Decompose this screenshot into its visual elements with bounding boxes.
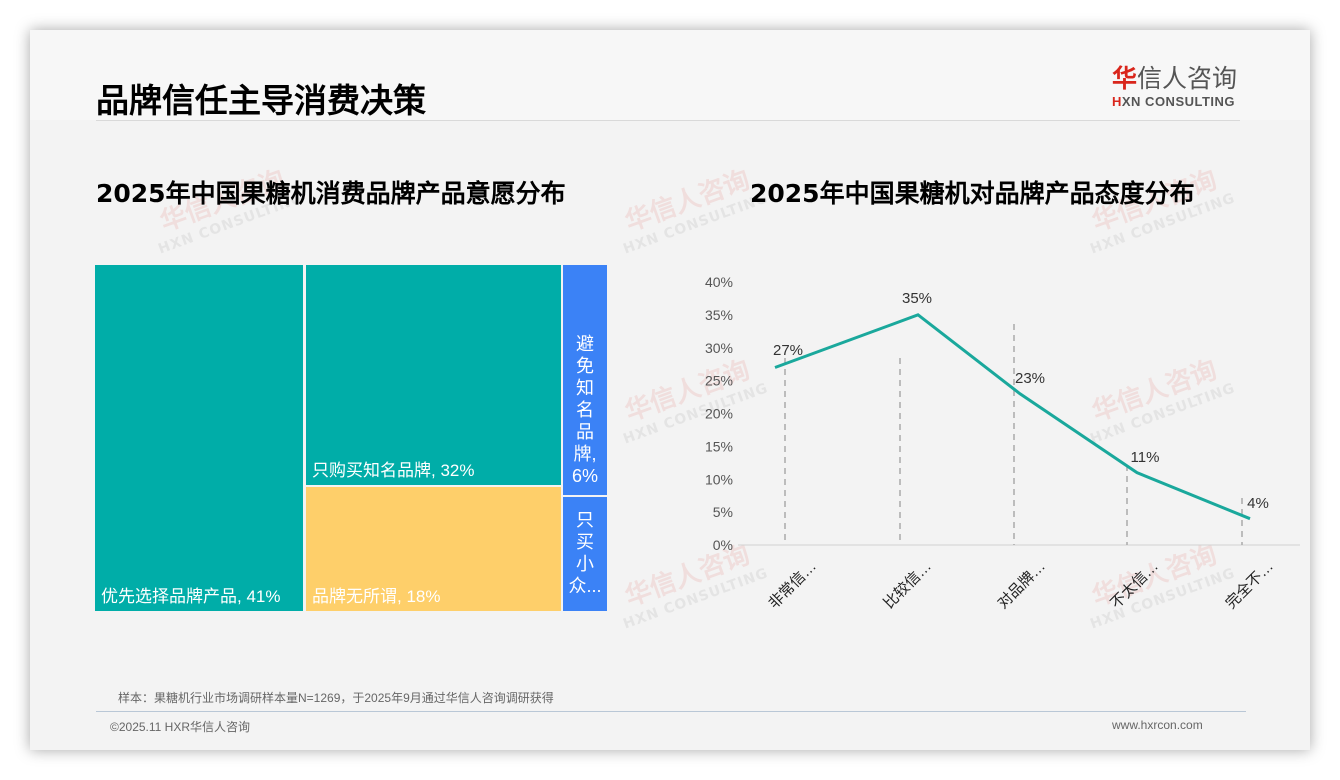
logo-en: HXN CONSULTING xyxy=(1112,94,1236,109)
sample-note: 样本：果糖机行业市场调研样本量N=1269，于2025年9月通过华信人咨询调研获… xyxy=(118,691,554,705)
data-label: 35% xyxy=(902,290,932,307)
y-tick-label: 30% xyxy=(705,340,733,356)
x-category-label: 非常信… xyxy=(765,558,819,612)
treemap-cell-label: 避 免 知 名 品 牌, 6% xyxy=(571,334,598,486)
y-tick-label: 20% xyxy=(705,406,733,422)
y-tick-label: 40% xyxy=(705,274,733,290)
treemap-cell-label: 只 买 小 众... xyxy=(568,510,602,596)
treemap-cell-label: 优先选择品牌产品, 41% xyxy=(101,587,281,606)
treemap-cell-known-brand-only[interactable]: 只购买知名品牌, 32% xyxy=(306,265,561,485)
line-chart-svg: 0% 5% 10% 15% 20% 25% 30% 35% 40% 27% 35% 23% 11% 4% 非… xyxy=(705,274,1318,612)
page-title: 品牌信任主导消费决策 xyxy=(96,81,426,120)
treemap-cell-label: 品牌无所谓, 18% xyxy=(312,587,441,606)
title-divider xyxy=(96,120,1240,121)
data-line[interactable] xyxy=(774,313,1251,521)
data-label: 27% xyxy=(773,342,803,359)
data-label: 4% xyxy=(1247,495,1269,512)
website-link[interactable]: www.hxrcon.com xyxy=(1112,718,1203,732)
line-chart: 0% 5% 10% 15% 20% 25% 30% 35% 40% 27% 35% 23% 11% 4% 非… xyxy=(650,270,1318,650)
data-label: 11% xyxy=(1131,449,1160,466)
x-category-label: 比较信… xyxy=(880,557,935,612)
right-chart-title: 2025年中国果糖机对品牌产品态度分布 xyxy=(750,179,1195,208)
watermark: 华信人咨询 HXN CONSULTING xyxy=(621,165,771,258)
x-category-label: 对品牌… xyxy=(994,558,1048,612)
treemap-cell-avoid-brand[interactable]: 避 免 知 名 品 牌, 6% xyxy=(563,265,607,495)
company-logo: 华信人咨询 HXN CONSULTING xyxy=(1112,64,1242,109)
y-tick-label: 15% xyxy=(705,438,733,454)
y-tick-label: 25% xyxy=(705,373,733,389)
x-category-label: 完全不… xyxy=(1222,557,1277,612)
y-tick-label: 5% xyxy=(713,504,733,520)
header-band xyxy=(30,30,1310,120)
copyright: ©2025.11 HXR华信人咨询 xyxy=(110,720,250,734)
x-category-label: 不太信… xyxy=(1107,558,1161,612)
treemap-cell-niche-only[interactable]: 只 买 小 众... xyxy=(563,497,607,611)
y-tick-label: 0% xyxy=(713,537,733,553)
treemap-cell-brand-indifferent[interactable]: 品牌无所谓, 18% xyxy=(306,487,561,611)
data-label: 23% xyxy=(1015,370,1045,387)
treemap-cell-label: 只购买知名品牌, 32% xyxy=(312,461,475,480)
treemap-cell-prefer-brand[interactable]: 优先选择品牌产品, 41% xyxy=(95,265,303,611)
logo-cn: 华信人咨询 xyxy=(1112,64,1238,93)
slide: 品牌信任主导消费决策 华信人咨询 HXN CONSULTING 华信人咨询 HXN… xyxy=(30,30,1318,750)
y-tick-label: 10% xyxy=(705,471,733,487)
footer-divider xyxy=(96,711,1246,712)
y-tick-label: 35% xyxy=(705,307,733,323)
left-chart-title: 2025年中国果糖机消费品牌产品意愿分布 xyxy=(96,179,566,208)
treemap-chart: 优先选择品牌产品, 41% 只购买知名品牌, 32% 品牌无所谓, 18% 避 … xyxy=(95,265,607,611)
